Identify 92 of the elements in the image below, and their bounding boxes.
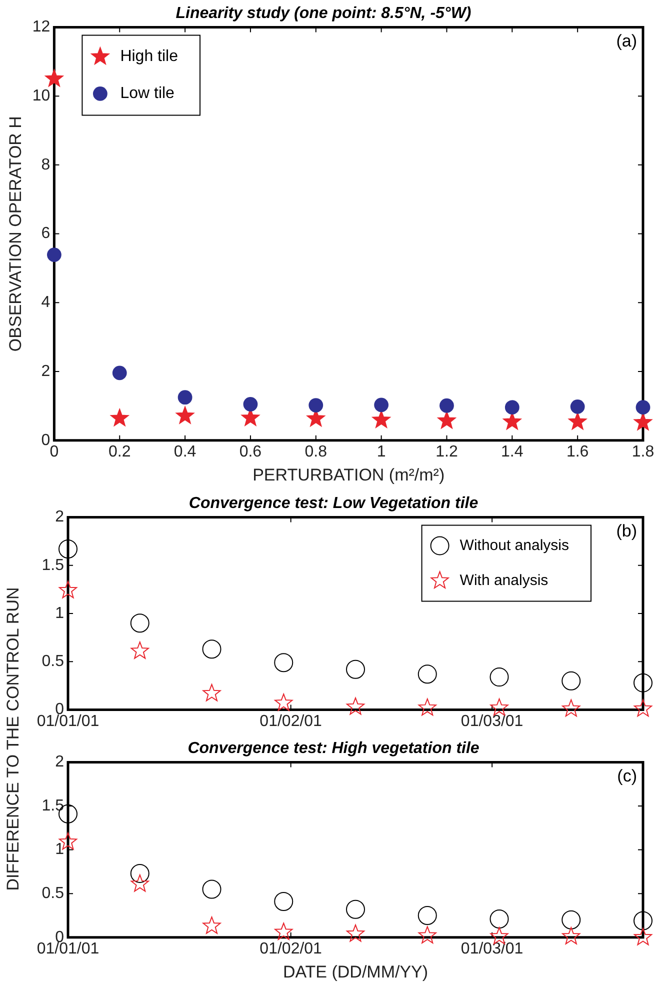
- point: [634, 673, 652, 692]
- point: [374, 398, 389, 412]
- y-axis-title: DIFFERENCE TO THE CONTROL RUN: [3, 586, 23, 892]
- point: [58, 539, 78, 558]
- x-tick-label: 0.6: [239, 443, 262, 460]
- y-tick-label: 0.5: [42, 885, 64, 902]
- x-tick-label: 1.6: [566, 443, 589, 460]
- point: [202, 916, 221, 934]
- y-tick-label: 1.5: [42, 797, 64, 814]
- point: [274, 653, 294, 672]
- y-tick-label: 4: [41, 294, 50, 312]
- point: [562, 671, 581, 690]
- y-tick-label: 1: [55, 604, 64, 622]
- point: [346, 697, 365, 715]
- legend-label: Low tile: [120, 85, 175, 102]
- point: [202, 880, 222, 899]
- point: [418, 664, 437, 684]
- y-tick-label: 10: [32, 87, 50, 104]
- point: [438, 411, 456, 429]
- point: [634, 928, 652, 946]
- x-tick-label: 1: [376, 443, 386, 460]
- x-tick-label: 1.4: [501, 443, 524, 460]
- point: [112, 366, 127, 380]
- point: [202, 684, 221, 702]
- y-tick-label: 2: [55, 508, 64, 526]
- y-tick-label: 1: [55, 841, 64, 858]
- y-tick-label: 1.5: [42, 556, 64, 574]
- chart-title: Convergence test: Low Vegetation tile: [188, 495, 478, 512]
- point: [202, 640, 222, 659]
- y-tick-label: 0: [41, 432, 50, 449]
- point: [274, 694, 293, 711]
- point: [636, 400, 650, 415]
- annotation: (c): [617, 766, 637, 786]
- point: [58, 580, 78, 598]
- x-axis-title: DATE (DD/MM/YY): [282, 962, 428, 982]
- point: [634, 699, 652, 717]
- point: [308, 398, 324, 412]
- point: [418, 698, 436, 716]
- annotation: (a): [616, 31, 637, 50]
- point: [372, 410, 390, 428]
- point: [274, 892, 294, 911]
- y-tick-label: 12: [32, 18, 50, 36]
- point: [418, 906, 437, 925]
- point: [346, 660, 365, 679]
- x-tick-label: 1.2: [436, 443, 458, 460]
- point: [45, 69, 64, 87]
- point: [634, 911, 652, 930]
- point: [562, 910, 581, 930]
- y-tick-label: 6: [41, 225, 50, 242]
- point: [490, 668, 509, 687]
- x-tick-label: 01/02/01: [260, 712, 322, 730]
- point: [346, 924, 365, 942]
- chart-title: Convergence test: High vegetation tile: [188, 740, 480, 758]
- legend-label: With analysis: [460, 572, 548, 589]
- y-tick-label: 2: [41, 362, 50, 380]
- y-tick-label: 8: [41, 156, 50, 174]
- point: [440, 398, 454, 413]
- x-tick-label: 1.8: [632, 443, 654, 460]
- point: [178, 390, 192, 405]
- point: [110, 408, 129, 426]
- x-tick-label: 0.8: [304, 443, 328, 460]
- point: [562, 699, 580, 717]
- point: [130, 864, 150, 883]
- x-tick-label: 01/03/01: [460, 940, 524, 958]
- point: [46, 248, 62, 262]
- point: [490, 910, 509, 929]
- point: [176, 406, 194, 424]
- y-tick-label: 2: [55, 754, 64, 771]
- point: [243, 397, 258, 412]
- x-tick-label: 0.2: [108, 443, 131, 460]
- y-axis-title: OBSERVATION OPERATOR H: [6, 116, 25, 352]
- x-tick-label: 0.4: [174, 443, 196, 460]
- point: [418, 926, 436, 944]
- point: [130, 614, 150, 633]
- legend-label: Without analysis: [460, 536, 570, 554]
- x-tick-label: 01/03/01: [460, 712, 524, 730]
- x-axis-title: PERTURBATION (m²/m²): [252, 465, 445, 484]
- point: [568, 412, 587, 430]
- chart-title: Linearity study (one point: 8.5°N, -5°W): [176, 5, 472, 22]
- point: [346, 900, 365, 919]
- point: [504, 400, 520, 415]
- point: [130, 642, 149, 659]
- point: [503, 412, 522, 430]
- annotation: (b): [616, 521, 637, 540]
- point: [130, 874, 149, 892]
- point: [634, 412, 652, 430]
- legend-label: High tile: [120, 48, 178, 66]
- y-tick-label: 0.5: [42, 653, 64, 670]
- point: [562, 927, 580, 944]
- point: [570, 399, 585, 414]
- x-tick-label: 01/02/01: [260, 940, 322, 958]
- point: [274, 922, 293, 940]
